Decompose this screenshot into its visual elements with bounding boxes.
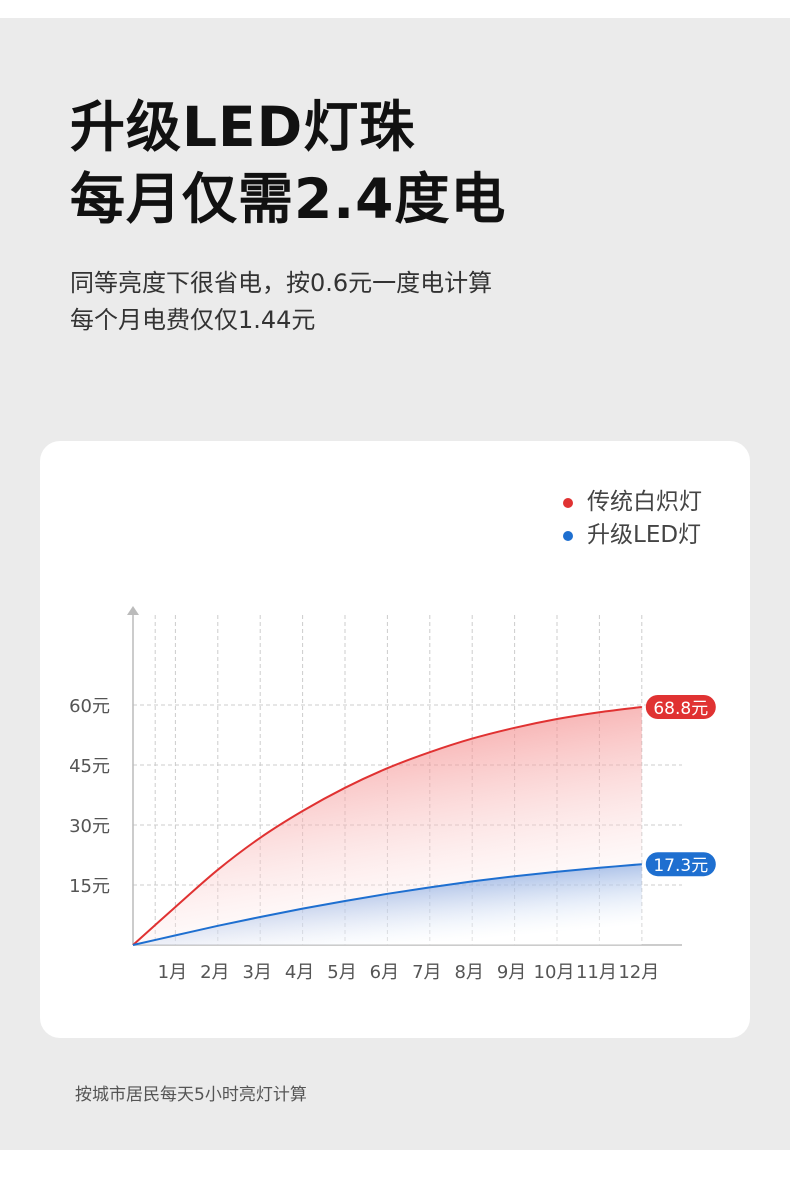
subtitle-line-2: 每个月电费仅仅1.44元 — [70, 306, 316, 334]
x-tick-label: 3月 — [242, 962, 271, 983]
legend-dot-icon — [563, 497, 573, 508]
legend-label-led: 升级LED灯 — [587, 522, 702, 548]
y-tick-label: 30元 — [69, 816, 110, 837]
x-tick-label: 1月 — [158, 962, 187, 983]
x-tick-label: 5月 — [327, 962, 356, 983]
y-tick-label: 45元 — [69, 756, 110, 777]
line-incandescent — [132, 706, 642, 946]
footnote: 按城市居民每天5小时亮灯计算 — [75, 1085, 307, 1105]
legend-label-incandescent: 传统白炽灯 — [587, 489, 702, 515]
headline-line-1: 升级LED灯珠 — [70, 95, 416, 159]
end-label-led: 17.3元 — [653, 856, 708, 876]
area-led — [133, 864, 642, 945]
headline-line-2: 每月仅需2.4度电 — [70, 167, 507, 231]
x-tick-label: 4月 — [285, 962, 314, 983]
x-tick-label: 2月 — [200, 962, 229, 983]
legend-item-incandescent: 传统白炽灯 — [563, 491, 702, 514]
legend-item-led: 升级LED灯 — [563, 524, 702, 547]
y-tick-label: 60元 — [69, 696, 110, 717]
area-chart: 15元 30元 45元 60元 68.8元 17.3元 1月 2月 3月 4月 5月 6月 7月 8月 9月… — [69, 606, 716, 983]
y-axis-arrow-icon — [127, 606, 139, 615]
end-label-badge-incandescent — [645, 695, 716, 719]
x-tick-label: 9月 — [497, 962, 526, 983]
legend-dot-icon — [563, 530, 573, 541]
x-tick-label: 10月 — [534, 962, 575, 983]
x-tick-label: 12月 — [618, 962, 659, 983]
x-tick-label: 11月 — [576, 962, 617, 983]
x-tick-label: 7月 — [412, 962, 441, 983]
line-led — [132, 863, 642, 946]
y-tick-label: 15元 — [69, 876, 110, 897]
x-tick-label: 8月 — [454, 962, 483, 983]
x-tick-label: 6月 — [370, 962, 399, 983]
chart-card: 传统白炽灯 升级LED灯 15元 30元 45元 60元 68.8元 17.3元 1月 2月 3… — [40, 441, 750, 1038]
end-label-badge-led — [645, 852, 716, 877]
chart-legend: 传统白炽灯 升级LED灯 — [563, 491, 702, 557]
subtitle-line-1: 同等亮度下很省电，按0.6元一度电计算 — [70, 269, 493, 297]
end-label-incandescent: 68.8元 — [653, 699, 708, 719]
